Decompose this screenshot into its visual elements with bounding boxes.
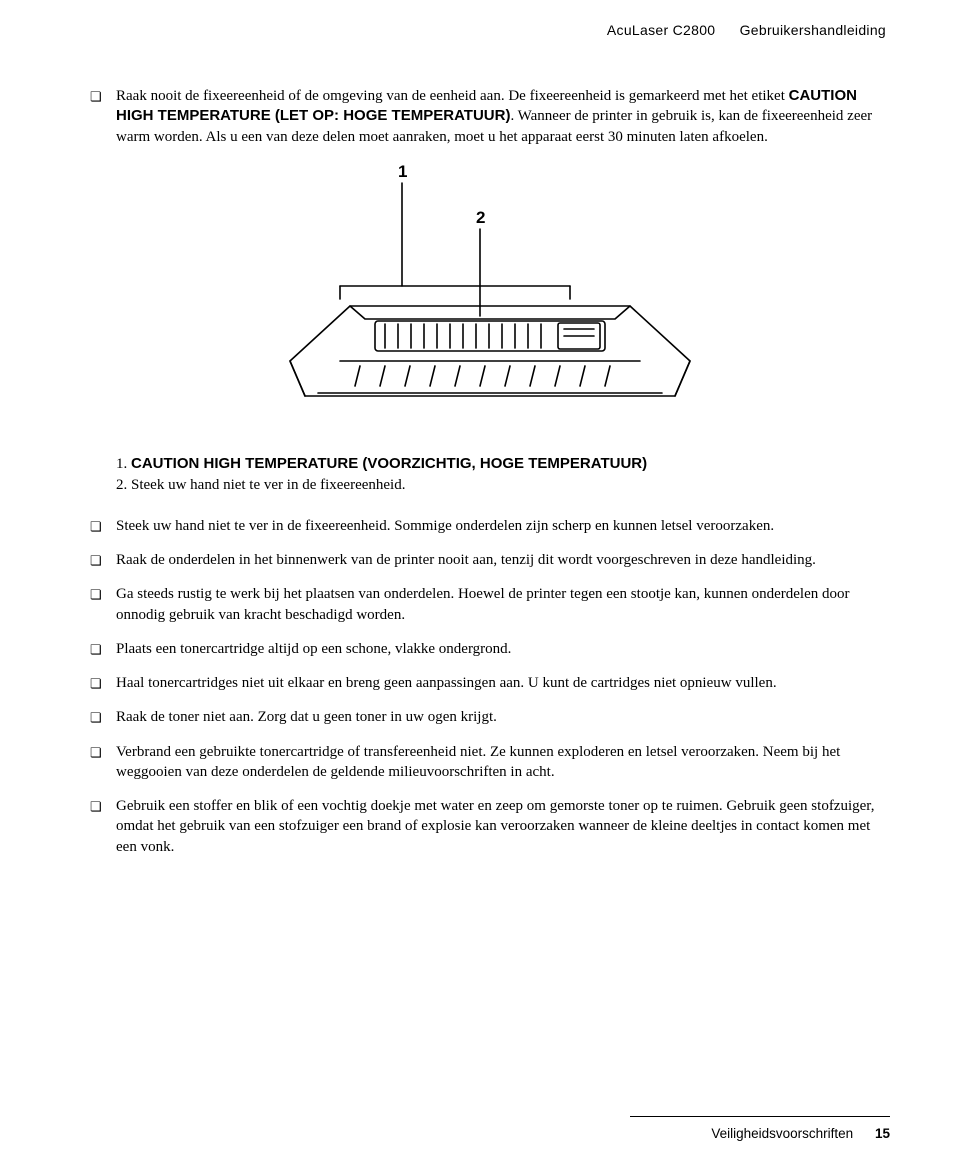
bullet-item-top: ❏ Raak nooit de fixeereenheid of de omge… — [90, 86, 890, 147]
bullet-marker: ❏ — [90, 707, 116, 727]
bullet-marker: ❏ — [90, 86, 116, 147]
bullet-marker: ❏ — [90, 550, 116, 570]
bullet-text: Ga steeds rustig te werk bij het plaatse… — [116, 584, 890, 625]
bullet-top-pre: Raak nooit de fixeereenheid of de omgevi… — [116, 88, 789, 104]
bullet-text: Gebruik een stoffer en blik of een vocht… — [116, 796, 890, 857]
bullet-marker: ❏ — [90, 639, 116, 659]
printer-diagram-svg: 1 2 — [280, 161, 700, 431]
footer-divider — [630, 1116, 890, 1117]
bullet-text: Steek uw hand niet te ver in de fixeeree… — [116, 516, 890, 536]
page-footer: Veiligheidsvoorschriften 15 — [711, 1126, 890, 1141]
legend-line-2: 2. Steek uw hand niet te ver in de fixee… — [116, 475, 890, 496]
bullet-text: Plaats een tonercartridge altijd op een … — [116, 639, 890, 659]
bullet-marker: ❏ — [90, 673, 116, 693]
legend-line-1: 1. CAUTION HIGH TEMPERATURE (VOORZICHTIG… — [116, 453, 890, 475]
bullet-text: Raak nooit de fixeereenheid of de omgevi… — [116, 86, 890, 147]
bullet-marker: ❏ — [90, 584, 116, 625]
bullet-text: Raak de toner niet aan. Zorg dat u geen … — [116, 707, 890, 727]
header-model: AcuLaser C2800 — [607, 22, 716, 38]
bullet-item: ❏ Raak de onderdelen in het binnenwerk v… — [90, 550, 890, 570]
legend-1-num: 1. — [116, 456, 131, 472]
footer-section: Veiligheidsvoorschriften — [711, 1126, 853, 1141]
bullet-item: ❏ Gebruik een stoffer en blik of een voc… — [90, 796, 890, 857]
bullet-text: Verbrand een gebruikte tonercartridge of… — [116, 742, 890, 783]
header-guide: Gebruikershandleiding — [740, 22, 886, 38]
legend-1-bold: CAUTION HIGH TEMPERATURE (VOORZICHTIG, H… — [131, 455, 647, 472]
bullet-item: ❏ Plaats een tonercartridge altijd op ee… — [90, 639, 890, 659]
bullet-item: ❏ Ga steeds rustig te werk bij het plaat… — [90, 584, 890, 625]
bullet-text: Haal tonercartridges niet uit elkaar en … — [116, 673, 890, 693]
figure-legend: 1. CAUTION HIGH TEMPERATURE (VOORZICHTIG… — [116, 453, 890, 496]
bullet-marker: ❏ — [90, 796, 116, 857]
footer-page-number: 15 — [875, 1126, 890, 1141]
bullet-marker: ❏ — [90, 516, 116, 536]
bullet-text: Raak de onderdelen in het binnenwerk van… — [116, 550, 890, 570]
bullet-item: ❏ Verbrand een gebruikte tonercartridge … — [90, 742, 890, 783]
bullet-item: ❏ Steek uw hand niet te ver in de fixeer… — [90, 516, 890, 536]
bullet-marker: ❏ — [90, 742, 116, 783]
svg-text:2: 2 — [476, 208, 485, 227]
printer-figure: 1 2 — [90, 161, 890, 431]
svg-text:1: 1 — [398, 162, 407, 181]
page-header: AcuLaser C2800 Gebruikershandleiding — [90, 22, 890, 38]
bullet-item: ❏ Raak de toner niet aan. Zorg dat u gee… — [90, 707, 890, 727]
bullet-item: ❏ Haal tonercartridges niet uit elkaar e… — [90, 673, 890, 693]
